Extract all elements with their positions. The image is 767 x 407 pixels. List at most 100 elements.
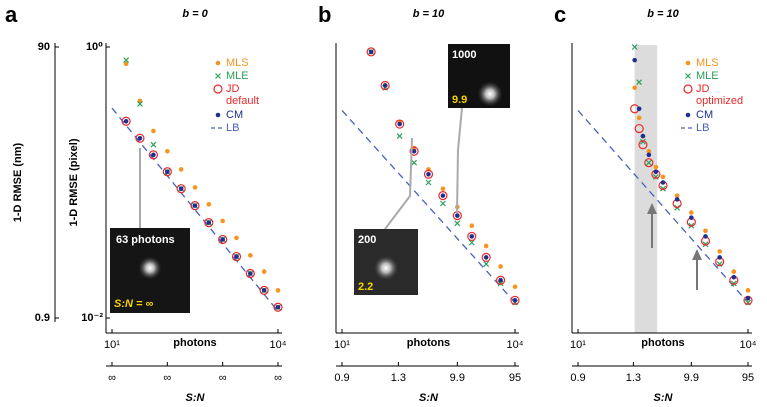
point bbox=[702, 241, 709, 248]
legend-entry: MLS bbox=[696, 57, 719, 69]
point bbox=[165, 169, 170, 175]
point bbox=[646, 148, 652, 154]
legend-marker bbox=[685, 73, 691, 79]
y2-tick-label: 0.9 bbox=[35, 312, 50, 324]
panel-title: b = 0 bbox=[182, 8, 208, 20]
point bbox=[411, 145, 417, 151]
x-tick-label: 10¹ bbox=[104, 339, 120, 351]
point bbox=[368, 49, 374, 55]
legend-entry: JD optimized bbox=[696, 83, 744, 107]
point bbox=[660, 185, 666, 192]
legend-label: CM bbox=[696, 109, 714, 121]
point bbox=[689, 210, 694, 215]
point bbox=[411, 148, 417, 154]
panel-title: b = 10 bbox=[647, 8, 679, 20]
point bbox=[440, 186, 446, 192]
arrows bbox=[647, 203, 702, 290]
point bbox=[730, 280, 737, 287]
y2-tick-label: 90 bbox=[38, 41, 50, 53]
point bbox=[438, 191, 448, 201]
point bbox=[380, 80, 390, 91]
point bbox=[397, 121, 402, 127]
inset-label: 1000 bbox=[452, 49, 476, 61]
s2n-tick-label: 9.9 bbox=[684, 372, 699, 384]
point bbox=[640, 138, 646, 145]
inset: 200 2.2 bbox=[354, 137, 418, 295]
point bbox=[248, 253, 253, 258]
legend-label: JD default bbox=[226, 83, 260, 107]
point bbox=[703, 228, 708, 234]
point bbox=[636, 106, 642, 112]
panel-title: b = 10 bbox=[413, 8, 445, 20]
point bbox=[660, 180, 666, 185]
inset-s2n: 2.2 bbox=[358, 281, 373, 293]
y-tick-label: 10⁻² bbox=[81, 312, 103, 324]
point bbox=[178, 186, 184, 192]
point bbox=[498, 277, 503, 283]
point bbox=[636, 79, 643, 86]
point bbox=[634, 123, 644, 134]
point bbox=[275, 304, 281, 310]
point bbox=[425, 179, 432, 186]
inset-s2n: 9.9 bbox=[452, 94, 467, 106]
panel-label: b bbox=[318, 2, 331, 27]
legend-marker bbox=[213, 84, 223, 94]
inset-label: 200 bbox=[358, 234, 376, 246]
point bbox=[123, 61, 129, 67]
point bbox=[689, 215, 694, 220]
legend-label: MLE bbox=[696, 70, 719, 82]
point bbox=[123, 118, 129, 124]
inset-spot bbox=[373, 255, 399, 281]
point bbox=[206, 202, 212, 207]
s2n-tick-label: ∞ bbox=[274, 372, 282, 384]
s2n-tick-label: 95 bbox=[742, 372, 754, 384]
legend-marker bbox=[215, 73, 221, 79]
point bbox=[204, 217, 214, 228]
point bbox=[636, 115, 642, 121]
legend-entry: CM bbox=[226, 109, 243, 121]
point bbox=[644, 158, 654, 168]
point bbox=[645, 159, 652, 166]
point bbox=[411, 159, 418, 166]
point bbox=[245, 268, 255, 279]
point bbox=[632, 57, 637, 63]
point bbox=[653, 164, 659, 170]
legend-entry: CM bbox=[696, 109, 714, 121]
point bbox=[409, 146, 419, 156]
legend-label: MLE bbox=[226, 70, 249, 82]
s2n-tick-label: 0.9 bbox=[334, 372, 349, 384]
point bbox=[275, 288, 281, 293]
point bbox=[469, 223, 475, 228]
point bbox=[745, 295, 751, 301]
point bbox=[703, 234, 708, 239]
s2n-tick-label: ∞ bbox=[108, 372, 116, 384]
point bbox=[454, 220, 461, 227]
legend-entry: MLE bbox=[696, 70, 719, 82]
point bbox=[495, 275, 506, 285]
s2n-tick-label: 9.9 bbox=[450, 372, 465, 384]
inset: 63 photons S:N = ∞ bbox=[110, 148, 190, 313]
point bbox=[440, 193, 446, 198]
point bbox=[469, 234, 475, 239]
legend-entry: LB bbox=[226, 122, 239, 134]
panel-label: a bbox=[5, 2, 18, 27]
x-axis-label: photons bbox=[173, 337, 216, 349]
x-axis-label: photons bbox=[407, 337, 450, 349]
point bbox=[468, 239, 475, 246]
point bbox=[510, 295, 520, 305]
point bbox=[483, 255, 489, 260]
legend-entry: MLE bbox=[226, 70, 249, 82]
point bbox=[426, 171, 431, 177]
point bbox=[653, 169, 659, 175]
point bbox=[632, 85, 637, 91]
point bbox=[259, 285, 269, 295]
point bbox=[731, 269, 737, 274]
point bbox=[151, 128, 156, 134]
x-tick-label: 10⁴ bbox=[270, 339, 287, 351]
legend-label: MLS bbox=[696, 57, 719, 69]
point bbox=[660, 174, 666, 180]
point bbox=[218, 234, 228, 245]
legend-label: JD optimized bbox=[696, 83, 744, 107]
inset-s2n: S:N = ∞ bbox=[114, 298, 153, 310]
